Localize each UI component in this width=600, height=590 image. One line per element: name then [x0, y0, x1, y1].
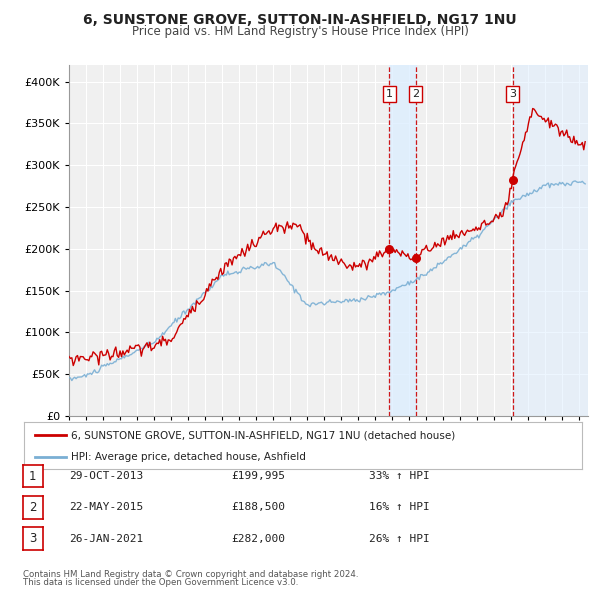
Text: 33% ↑ HPI: 33% ↑ HPI	[369, 471, 430, 481]
Text: This data is licensed under the Open Government Licence v3.0.: This data is licensed under the Open Gov…	[23, 578, 298, 587]
Text: £282,000: £282,000	[231, 534, 285, 543]
Text: 3: 3	[509, 89, 516, 99]
Text: 6, SUNSTONE GROVE, SUTTON-IN-ASHFIELD, NG17 1NU (detached house): 6, SUNSTONE GROVE, SUTTON-IN-ASHFIELD, N…	[71, 430, 455, 440]
Point	[508, 176, 517, 185]
Point	[385, 244, 394, 254]
Text: Contains HM Land Registry data © Crown copyright and database right 2024.: Contains HM Land Registry data © Crown c…	[23, 570, 358, 579]
Text: 29-OCT-2013: 29-OCT-2013	[69, 471, 143, 481]
Text: 3: 3	[29, 532, 37, 545]
Text: 22-MAY-2015: 22-MAY-2015	[69, 503, 143, 512]
Text: 26% ↑ HPI: 26% ↑ HPI	[369, 534, 430, 543]
Bar	[389, 65, 416, 416]
Text: £199,995: £199,995	[231, 471, 285, 481]
Text: 26-JAN-2021: 26-JAN-2021	[69, 534, 143, 543]
Text: 2: 2	[29, 501, 37, 514]
Point	[411, 254, 421, 263]
Text: 1: 1	[386, 89, 393, 99]
Text: 1: 1	[29, 470, 37, 483]
Text: Price paid vs. HM Land Registry's House Price Index (HPI): Price paid vs. HM Land Registry's House …	[131, 25, 469, 38]
Text: 16% ↑ HPI: 16% ↑ HPI	[369, 503, 430, 512]
Text: 2: 2	[412, 89, 419, 99]
Bar	[512, 65, 588, 416]
Text: £188,500: £188,500	[231, 503, 285, 512]
Text: 6, SUNSTONE GROVE, SUTTON-IN-ASHFIELD, NG17 1NU: 6, SUNSTONE GROVE, SUTTON-IN-ASHFIELD, N…	[83, 13, 517, 27]
Text: HPI: Average price, detached house, Ashfield: HPI: Average price, detached house, Ashf…	[71, 453, 307, 462]
